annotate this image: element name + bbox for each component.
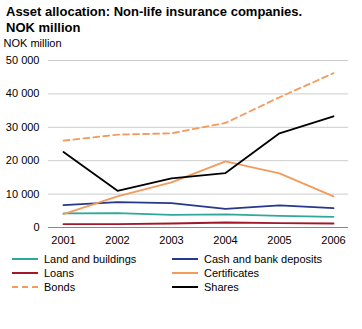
svg-text:2006: 2006 (321, 234, 345, 246)
svg-text:40 000: 40 000 (6, 87, 40, 99)
html-text:Asset allocation: Non-life ins: Asset allocation: Non-life insurance com… (6, 4, 303, 35)
html-text:Loans: Loans (44, 267, 74, 279)
html-text:Certificates: Certificates (204, 267, 259, 279)
svg-text:2005: 2005 (267, 234, 291, 246)
svg-text:2004: 2004 (213, 234, 237, 246)
svg-text:20 000: 20 000 (6, 154, 40, 166)
svg-text:NOK million: NOK million (4, 37, 62, 49)
svg-text:2002: 2002 (105, 234, 129, 246)
svg-text:10 000: 10 000 (6, 188, 40, 200)
html-text:Cash and bank deposits: Cash and bank deposits (204, 253, 322, 265)
svg-text:2001: 2001 (51, 234, 75, 246)
html-text:Land and buildings: Land and buildings (44, 253, 137, 265)
html-text:Shares: Shares (204, 281, 239, 293)
svg-text:50 000: 50 000 (6, 54, 40, 66)
svg-text:0: 0 (33, 221, 39, 233)
svg-text:30 000: 30 000 (6, 121, 40, 133)
svg-text:2003: 2003 (159, 234, 183, 246)
html-text:Bonds: Bonds (44, 281, 76, 293)
